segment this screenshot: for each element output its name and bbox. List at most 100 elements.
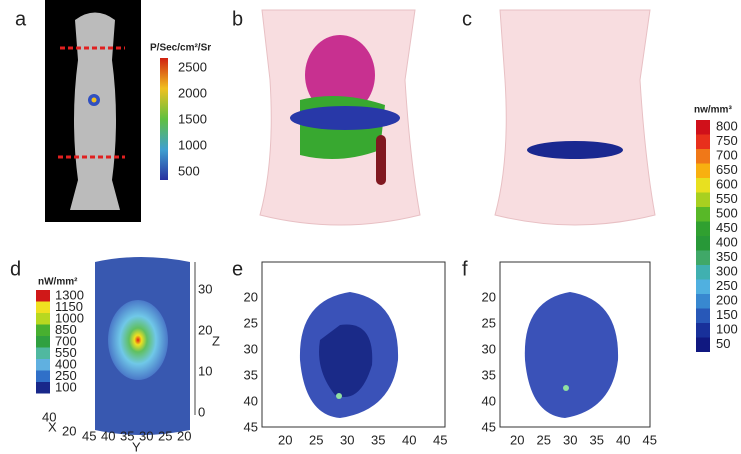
colorbar-tick-label: 1500 [178,111,207,126]
panel-label: b [232,8,243,30]
x-tick-label: 30 [340,432,354,447]
y-tick-label: 25 [244,315,258,330]
colorbar-tick-label: 100 [55,379,77,394]
colorbar-title: P/Sec/cm²/Sr [150,43,211,54]
x-tick-label: 45 [643,432,657,447]
colorbar-tick-label: 2500 [178,59,207,74]
x-tick-label: 35 [371,432,385,447]
z-label: Z [212,333,220,348]
colorbar-swatch [696,135,710,150]
colorbar-swatch [696,309,710,324]
colorbar-swatch [696,222,710,237]
colorbar-swatch [696,338,710,353]
colorbar-swatch [36,336,50,348]
z-tick-label: 0 [198,404,205,419]
colorbar-tick-label: 650 [716,162,738,177]
colorbar-swatch [696,265,710,280]
y-tick-label: 40 [101,428,115,443]
x-tick-label: 25 [537,432,551,447]
panel-label: f [462,258,468,280]
colorbar-swatch [36,382,50,394]
colorbar-tick-label: 450 [716,220,738,235]
colorbar-tick-label: 500 [178,163,200,178]
y-tick-label: 20 [177,428,191,443]
colorbar-swatch [36,359,50,371]
y-tick-label: 35 [482,367,496,382]
colorbar-swatch [696,251,710,266]
colorbar-swatch [696,207,710,222]
colorbar-tick-label: 100 [716,321,738,336]
signal [108,300,168,380]
x-tick-label: 20 [62,423,76,438]
signal [92,98,97,103]
colorbar-swatch [36,348,50,360]
colorbar-tick-label: 250 [716,278,738,293]
colorbar-tick-label: 350 [716,249,738,264]
colorbar-swatch [696,149,710,164]
colorbar-tick-label: 150 [716,307,738,322]
z-tick-label: 10 [198,363,212,378]
x-tick-label: 30 [563,432,577,447]
y-tick-label: 30 [482,341,496,356]
colorbar-swatch [36,313,50,325]
signal [563,385,569,391]
x-label: X [48,419,57,434]
colorbar-swatch [696,236,710,251]
colorbar-tick-label: 200 [716,292,738,307]
colorbar-tick-label: 300 [716,263,738,278]
y-tick-label: 20 [244,289,258,304]
organ [376,135,386,185]
y-tick-label: 45 [482,419,496,434]
panel-label: e [232,258,243,280]
y-label: Y [132,439,141,454]
colorbar-swatch [36,325,50,337]
torso [495,10,655,225]
y-tick-label: 45 [82,428,96,443]
colorbar-swatch [36,302,50,314]
colorbar-swatch [696,193,710,208]
colorbar-swatch [696,164,710,179]
colorbar-swatch [696,294,710,309]
colorbar-tick-label: 750 [716,133,738,148]
x-tick-label: 20 [278,432,292,447]
x-tick-label: 45 [433,432,447,447]
y-tick-label: 40 [244,393,258,408]
colorbar-tick-label: 2000 [178,85,207,100]
colorbar-swatch [696,120,710,135]
slice [290,106,400,130]
colorbar-tick-label: 500 [716,205,738,220]
colorbar-title: nW/mm² [38,277,78,288]
colorbar-tick-label: 700 [716,147,738,162]
y-tick-label: 25 [482,315,496,330]
colorbar [160,58,168,180]
x-tick-label: 40 [402,432,416,447]
y-tick-label: 40 [482,393,496,408]
y-tick-label: 30 [139,428,153,443]
colorbar-tick-label: 400 [716,234,738,249]
z-tick-label: 20 [198,322,212,337]
colorbar-tick-label: 800 [716,118,738,133]
y-tick-label: 25 [158,428,172,443]
colorbar-swatch [36,290,50,302]
colorbar-swatch [36,371,50,383]
figure: abcdefP/Sec/cm²/Sr2500200015001000500nw/… [0,0,741,454]
y-tick-label: 45 [244,419,258,434]
x-tick-label: 25 [309,432,323,447]
colorbar-tick-label: 1000 [178,137,207,152]
colorbar-swatch [696,280,710,295]
panel-label: d [10,258,21,280]
x-tick-label: 35 [590,432,604,447]
panel-label: c [462,8,472,30]
y-tick-label: 30 [244,341,258,356]
colorbar-swatch [696,323,710,338]
colorbar-tick-label: 50 [716,336,730,351]
colorbar-tick-label: 600 [716,176,738,191]
panel-label: a [15,8,27,30]
colorbar-swatch [696,178,710,193]
z-tick-label: 30 [198,281,212,296]
contour [525,292,618,418]
signal [336,393,342,399]
x-tick-label: 40 [616,432,630,447]
x-tick-label: 20 [510,432,524,447]
colorbar-title: nw/mm³ [694,105,732,116]
